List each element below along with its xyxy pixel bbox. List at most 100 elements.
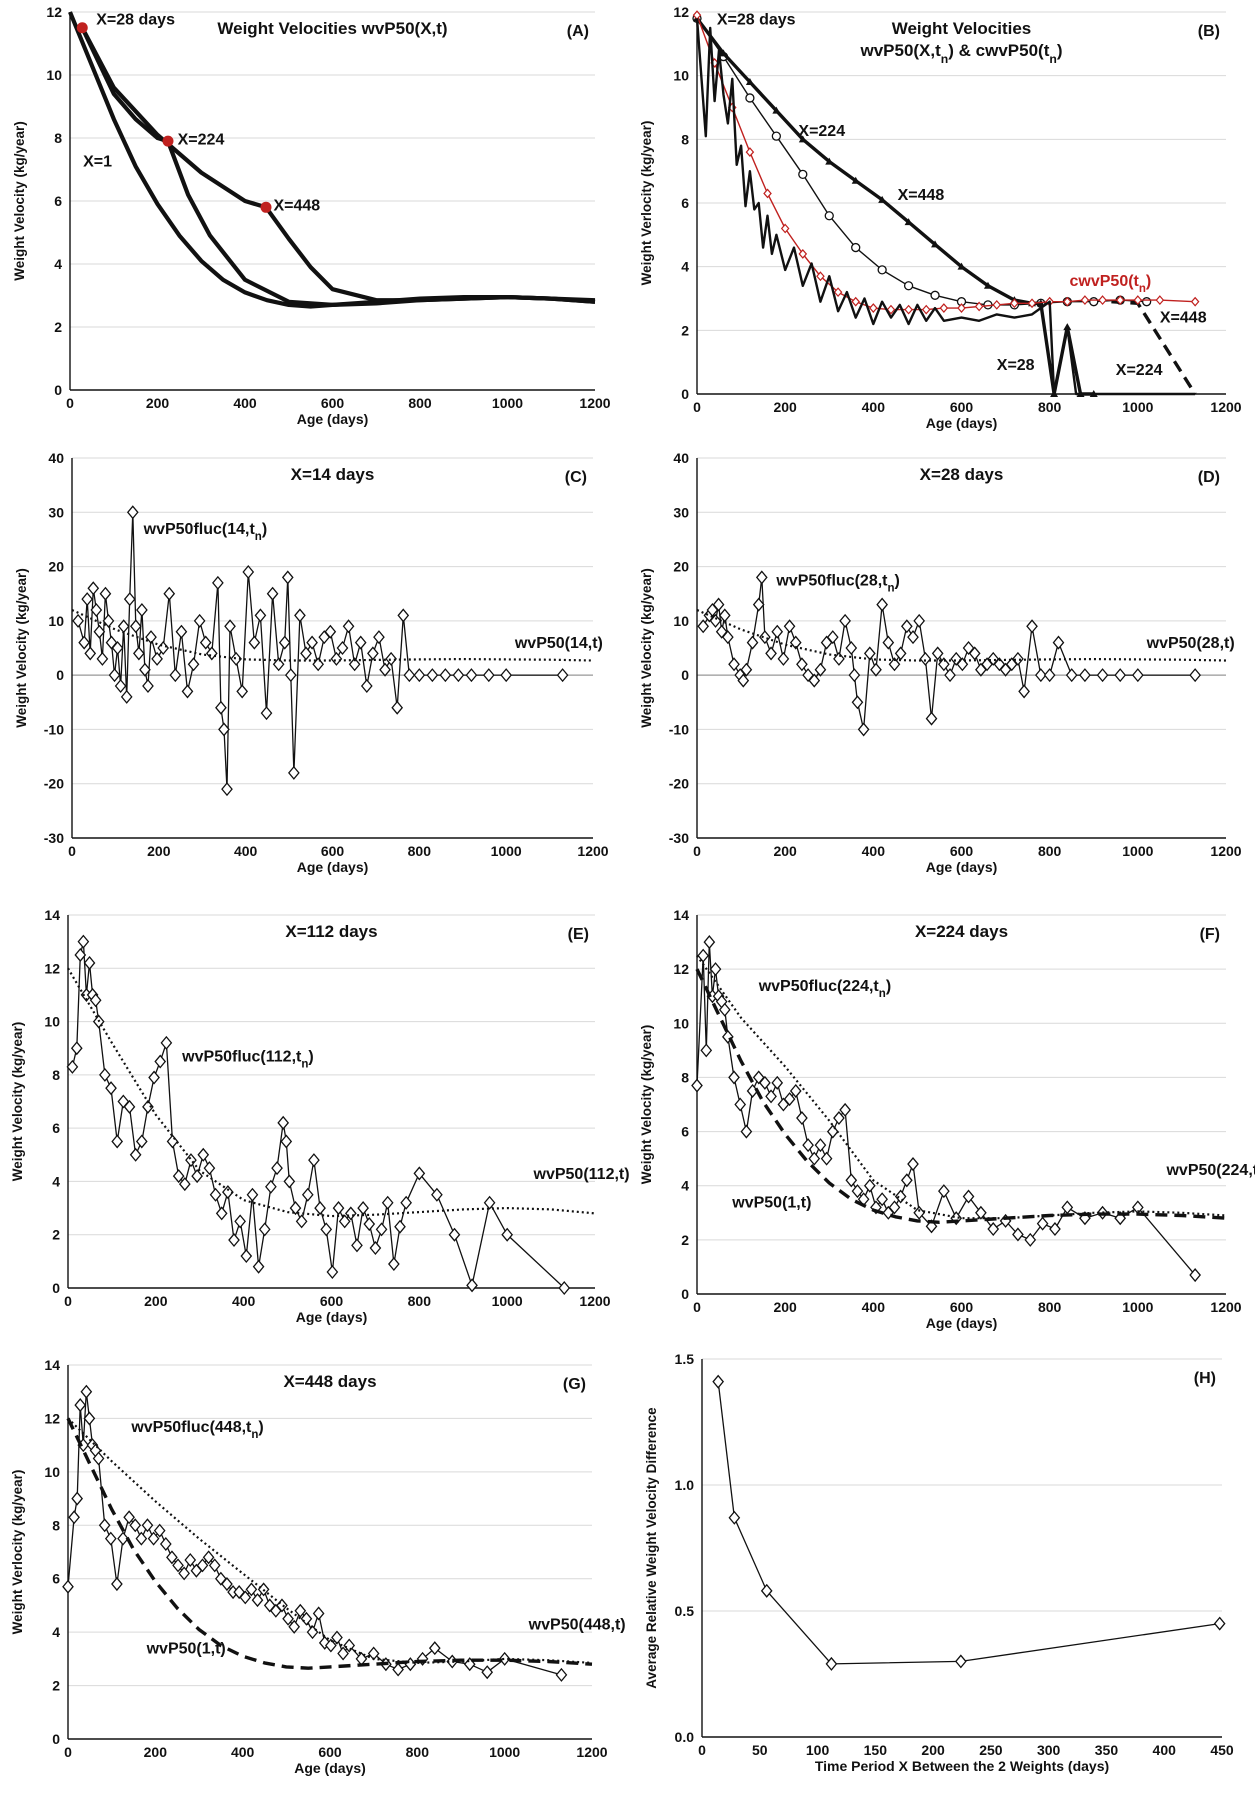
x-axis-label: Age (days) bbox=[926, 859, 998, 875]
data-point bbox=[172, 1169, 185, 1184]
data-point bbox=[148, 1070, 160, 1085]
x-tick-label: 0 bbox=[693, 399, 701, 415]
data-point bbox=[1010, 298, 1019, 309]
data-point bbox=[184, 1552, 197, 1568]
x-tick-label: 1200 bbox=[1210, 843, 1241, 859]
data-point bbox=[1063, 296, 1072, 307]
data-point bbox=[771, 624, 784, 639]
data-point bbox=[326, 1264, 339, 1280]
data-point bbox=[833, 1111, 845, 1126]
data-point bbox=[825, 157, 834, 165]
data-point bbox=[745, 78, 754, 86]
y-tick-label: 8 bbox=[52, 1517, 60, 1533]
data-point bbox=[745, 93, 755, 103]
y-tick-label: 2 bbox=[54, 319, 62, 335]
data-point bbox=[845, 1173, 858, 1188]
data-point bbox=[391, 700, 404, 715]
data-point bbox=[1190, 296, 1200, 307]
data-point bbox=[147, 1531, 160, 1546]
y-tick-label: 12 bbox=[46, 4, 62, 20]
data-point bbox=[342, 619, 355, 634]
y-tick-label: 12 bbox=[673, 961, 689, 977]
data-point bbox=[1079, 668, 1091, 683]
x-tick-label: 0 bbox=[693, 1299, 701, 1315]
data-point bbox=[221, 782, 233, 797]
highlight-point bbox=[162, 135, 174, 147]
y-tick-label: 0 bbox=[681, 1286, 689, 1302]
y-tick-label: 0 bbox=[681, 667, 689, 683]
data-point bbox=[301, 1187, 314, 1202]
series-line bbox=[71, 940, 565, 1289]
y-tick-label: 10 bbox=[48, 613, 64, 629]
annotation: wvP50(448,t) bbox=[528, 1616, 626, 1633]
data-point bbox=[466, 1278, 478, 1293]
data-point bbox=[280, 1134, 293, 1149]
data-point bbox=[397, 608, 410, 623]
data-point bbox=[388, 1257, 400, 1272]
data-point bbox=[500, 668, 513, 683]
x-tick-label: 600 bbox=[321, 395, 345, 411]
data-point bbox=[894, 646, 907, 661]
data-point bbox=[1027, 298, 1037, 309]
data-point bbox=[894, 1189, 907, 1204]
x-tick-label: 200 bbox=[144, 1293, 168, 1309]
y-tick-label: 0.0 bbox=[675, 1729, 695, 1745]
data-point bbox=[202, 1550, 215, 1565]
data-point bbox=[367, 646, 379, 661]
data-point bbox=[129, 1147, 142, 1162]
data-point bbox=[863, 646, 876, 661]
data-point bbox=[166, 1550, 178, 1565]
x-tick-label: 800 bbox=[1038, 1299, 1062, 1315]
y-tick-label: 6 bbox=[681, 1124, 689, 1140]
data-point bbox=[68, 1510, 80, 1525]
data-point bbox=[126, 505, 139, 520]
data-point bbox=[187, 657, 200, 672]
data-point bbox=[771, 131, 781, 141]
data-point bbox=[135, 1531, 148, 1546]
data-point bbox=[808, 1151, 821, 1166]
y-tick-label: 30 bbox=[48, 504, 64, 520]
annotation: wvP50fluc(14,tn) bbox=[143, 521, 268, 543]
data-point bbox=[712, 597, 725, 612]
x-axis-label: Age (days) bbox=[926, 1315, 998, 1331]
y-tick-label: 0 bbox=[681, 386, 689, 402]
data-point bbox=[983, 281, 992, 289]
data-point bbox=[1131, 668, 1144, 683]
data-point bbox=[234, 1214, 246, 1229]
data-point bbox=[556, 668, 569, 683]
series-line bbox=[695, 18, 1196, 396]
x-tick-label: 600 bbox=[950, 399, 974, 415]
data-point bbox=[99, 586, 112, 601]
data-point bbox=[117, 619, 130, 634]
data-point bbox=[878, 195, 887, 203]
data-point bbox=[160, 1035, 173, 1050]
data-point bbox=[482, 668, 495, 683]
x-tick-label: 1000 bbox=[492, 395, 523, 411]
data-point bbox=[851, 296, 860, 307]
data-point bbox=[839, 613, 851, 628]
data-point bbox=[759, 630, 771, 645]
data-point bbox=[954, 1654, 967, 1669]
data-point bbox=[1035, 668, 1047, 683]
data-point bbox=[876, 1192, 888, 1207]
data-point bbox=[300, 1611, 313, 1626]
data-point bbox=[277, 1115, 290, 1130]
x-tick-label: 1200 bbox=[579, 1293, 610, 1309]
data-point bbox=[175, 624, 188, 639]
data-point bbox=[957, 303, 966, 313]
data-point bbox=[129, 619, 142, 634]
y-tick-label: 12 bbox=[44, 960, 60, 976]
data-point bbox=[136, 602, 148, 618]
data-point bbox=[740, 1124, 753, 1139]
x-axis-label: Time Period X Between the 2 Weights (day… bbox=[815, 1758, 1109, 1774]
data-point bbox=[734, 1097, 747, 1112]
x-tick-label: 400 bbox=[862, 1299, 886, 1315]
data-point bbox=[139, 662, 151, 677]
data-point bbox=[77, 934, 90, 949]
data-point bbox=[80, 1384, 93, 1399]
x-tick-label: 800 bbox=[408, 843, 432, 859]
x-tick-label: 350 bbox=[1095, 1742, 1119, 1758]
data-point bbox=[931, 646, 944, 661]
y-tick-label: 4 bbox=[54, 256, 62, 272]
data-point bbox=[808, 673, 821, 688]
